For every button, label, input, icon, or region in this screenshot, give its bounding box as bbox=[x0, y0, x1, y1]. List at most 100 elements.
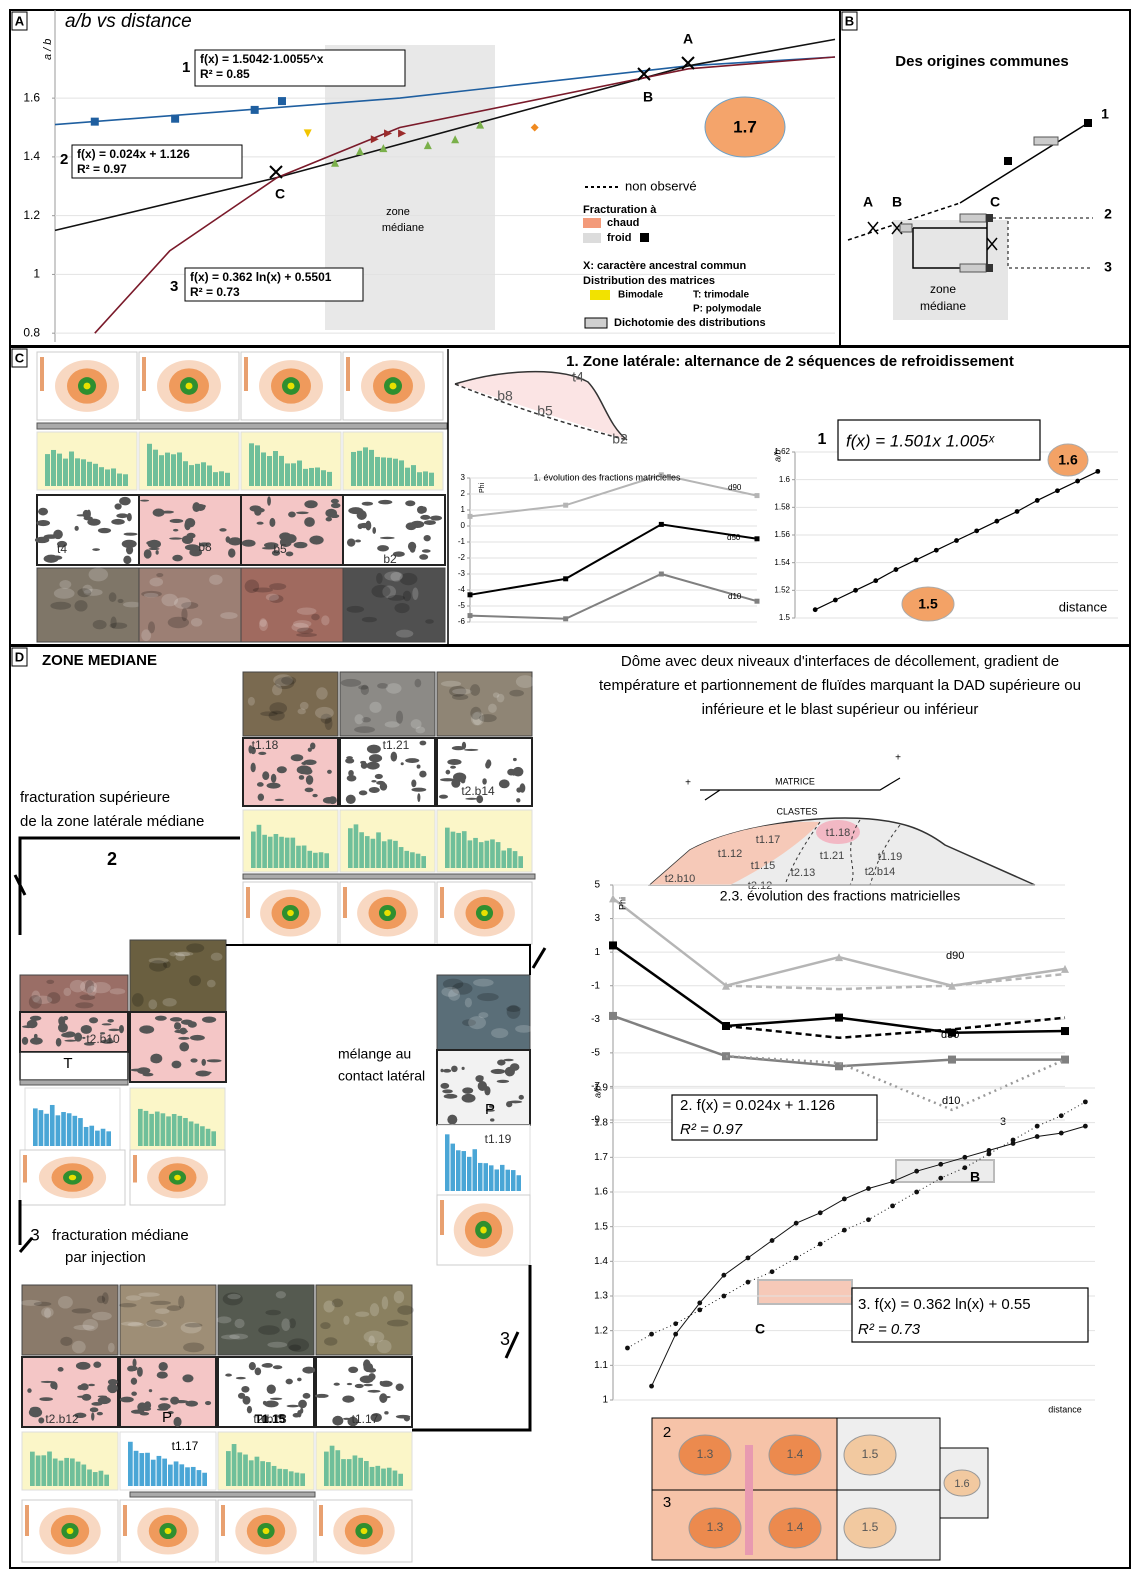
y-tick-label: 1 bbox=[461, 505, 466, 514]
histogram-bar bbox=[364, 1461, 369, 1486]
clast bbox=[167, 1410, 174, 1415]
histogram-bar bbox=[294, 1472, 300, 1486]
histogram-bar bbox=[128, 1441, 133, 1486]
clast bbox=[178, 1036, 190, 1040]
y-tick-label: 0.8 bbox=[23, 325, 40, 339]
y-tick-label: 1.6 bbox=[23, 90, 40, 104]
clast bbox=[227, 537, 243, 546]
clast bbox=[201, 504, 206, 508]
photo-texture bbox=[117, 598, 124, 604]
clast-outline bbox=[704, 96, 786, 158]
clast bbox=[298, 775, 305, 780]
clast bbox=[36, 519, 51, 527]
photo-texture bbox=[291, 622, 309, 632]
clast bbox=[139, 1411, 150, 1416]
sample-label: b5 bbox=[273, 542, 287, 556]
clast bbox=[379, 1393, 388, 1403]
clast bbox=[419, 770, 427, 778]
branch-label: 3 bbox=[500, 1329, 510, 1349]
photo-texture bbox=[131, 993, 144, 1007]
photo-texture bbox=[441, 986, 459, 997]
photo-texture bbox=[108, 592, 117, 603]
equation: 2. f(x) = 0.024x + 1.126 bbox=[680, 1097, 835, 1114]
panel-letter: B bbox=[845, 13, 854, 28]
divider-bar bbox=[242, 873, 536, 880]
series-line bbox=[54, 38, 836, 232]
clast bbox=[379, 1380, 393, 1387]
clast bbox=[302, 1392, 311, 1399]
clast bbox=[237, 1392, 246, 1399]
photo-texture bbox=[148, 999, 158, 1010]
clast bbox=[361, 501, 374, 506]
photo-texture bbox=[387, 595, 406, 601]
histogram-bar bbox=[415, 853, 421, 868]
photo-texture bbox=[156, 572, 164, 578]
density-zone bbox=[287, 382, 295, 390]
clast bbox=[286, 534, 297, 543]
photo-texture bbox=[346, 605, 365, 613]
photo-texture bbox=[222, 1292, 243, 1306]
label: Bimodale bbox=[618, 290, 663, 301]
photo-texture bbox=[260, 711, 278, 717]
clast bbox=[477, 1080, 488, 1091]
photo-texture bbox=[449, 685, 467, 697]
clast bbox=[380, 536, 395, 540]
histogram-bar bbox=[351, 451, 356, 486]
marker bbox=[866, 1217, 871, 1223]
series-line bbox=[612, 897, 1066, 988]
histogram-bar bbox=[359, 832, 364, 868]
photo bbox=[217, 1284, 315, 1356]
clast bbox=[141, 1406, 152, 1412]
binary-image bbox=[36, 494, 140, 566]
clast bbox=[405, 522, 417, 531]
clast bbox=[360, 760, 367, 765]
clast bbox=[100, 1032, 106, 1035]
photo-texture bbox=[488, 703, 497, 713]
clast bbox=[395, 1383, 404, 1391]
clast bbox=[89, 1407, 99, 1413]
clast bbox=[310, 742, 316, 750]
y-tick-label: 1.62 bbox=[774, 447, 790, 456]
annotation: de la zone latérale médiane bbox=[20, 813, 204, 830]
label: Fracturation à bbox=[583, 204, 657, 216]
y-tick-label: 3 bbox=[594, 913, 600, 924]
equation-box bbox=[671, 1094, 878, 1141]
divider-bar bbox=[129, 1491, 316, 1498]
histogram-bar bbox=[168, 1464, 173, 1486]
clast bbox=[378, 499, 393, 505]
photo-texture bbox=[184, 1322, 203, 1328]
histogram-bar bbox=[183, 461, 188, 486]
photo-texture bbox=[470, 684, 481, 696]
clast bbox=[417, 793, 421, 803]
clast bbox=[303, 759, 317, 766]
marker bbox=[331, 158, 340, 167]
photo-texture bbox=[369, 1303, 380, 1317]
histogram-bar bbox=[411, 465, 416, 486]
density-zone bbox=[83, 382, 91, 390]
zone-label: médiane bbox=[382, 222, 424, 234]
histogram-bar bbox=[381, 841, 387, 868]
photo-texture bbox=[410, 719, 422, 729]
clast bbox=[132, 1358, 137, 1368]
clast bbox=[53, 529, 63, 540]
panel-letter: D bbox=[15, 649, 24, 664]
histogram-bar bbox=[375, 1465, 381, 1486]
series-label: d50 bbox=[727, 533, 741, 542]
marker bbox=[754, 536, 760, 542]
photo-texture bbox=[299, 701, 309, 710]
histogram-bar bbox=[177, 1115, 183, 1146]
marker bbox=[948, 1055, 956, 1064]
clast bbox=[330, 498, 339, 504]
histogram-bar bbox=[404, 850, 410, 868]
marker bbox=[793, 1220, 799, 1226]
clast-outline bbox=[768, 1507, 822, 1549]
clast bbox=[121, 539, 137, 549]
clast bbox=[58, 1022, 68, 1033]
photo bbox=[436, 671, 533, 737]
photo-texture bbox=[183, 1342, 205, 1353]
histogram-bar bbox=[51, 449, 56, 486]
clast bbox=[304, 500, 318, 509]
histogram-bar bbox=[231, 1444, 237, 1486]
photo-texture bbox=[138, 1292, 160, 1297]
clast bbox=[161, 510, 175, 514]
